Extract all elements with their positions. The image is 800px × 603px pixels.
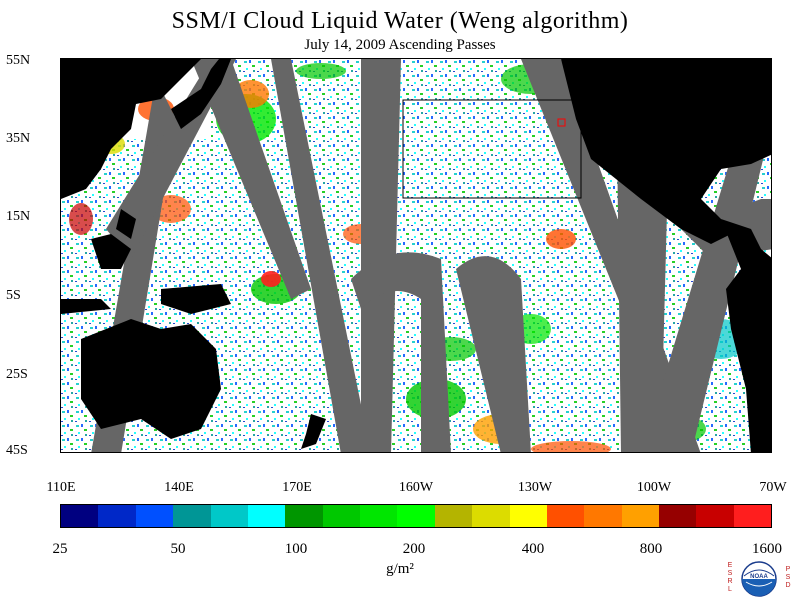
- asia-land: [61, 59, 201, 199]
- colorbar-swatch: [621, 505, 659, 527]
- colorbar-swatch: [509, 505, 547, 527]
- colorbar-swatch: [98, 505, 136, 527]
- philippines-land: [116, 209, 136, 239]
- colorbar-swatch: [322, 505, 360, 527]
- map-title: SSM/I Cloud Liquid Water (Weng algorithm…: [171, 8, 629, 34]
- australia-land: [81, 319, 221, 439]
- north-america-land: [561, 59, 771, 244]
- colorbar-label-200: 200: [402, 541, 426, 557]
- lat-label-35n: 35N: [6, 131, 31, 146]
- colorbar-swatch: [696, 505, 734, 527]
- map-svg: [61, 59, 771, 452]
- colorbar-swatch: [210, 505, 248, 527]
- colorbar-swatch: [546, 505, 585, 527]
- noaa-logo-text: NOAA: [750, 574, 768, 580]
- lon-label-100w: 100W: [636, 480, 672, 495]
- lon-label-70w: 70W: [759, 480, 787, 495]
- colorbar-swatch: [360, 505, 398, 527]
- colorbar-swatch: [285, 505, 323, 527]
- location-marker: [557, 118, 566, 127]
- colorbar-label-1600: 1600: [752, 541, 782, 557]
- colorbar: [60, 504, 772, 528]
- lon-label-160w: 160W: [398, 480, 434, 495]
- colorbar-swatch: [247, 505, 286, 527]
- colorbar-label-800: 800: [639, 541, 663, 557]
- colorbar-swatch: [173, 505, 211, 527]
- colorbar-label-50: 50: [170, 541, 186, 557]
- no-data-swaths: [91, 59, 771, 452]
- colorbar-swatch: [61, 505, 99, 527]
- colorbar-swatch: [584, 505, 622, 527]
- region-box: [402, 99, 582, 199]
- lon-label-130w: 130W: [517, 480, 553, 495]
- map-subtitle: July 14, 2009 Ascending Passes: [304, 37, 496, 53]
- japan-land: [171, 59, 231, 129]
- lat-label-55n: 55N: [6, 53, 31, 68]
- colorbar-label-25: 25: [52, 541, 68, 557]
- new-zealand-land: [301, 414, 326, 449]
- lat-label-5s: 5S: [6, 288, 21, 303]
- borneo-land: [91, 234, 131, 269]
- south-america-land: [721, 219, 771, 452]
- lon-label-110e: 110E: [46, 480, 76, 495]
- colorbar-swatch: [397, 505, 435, 527]
- colorbar-swatch: [472, 505, 510, 527]
- lat-label-45s: 45S: [6, 443, 28, 458]
- colorbar-swatch: [135, 505, 174, 527]
- new-guinea-land: [161, 284, 231, 314]
- colorbar-swatch: [659, 505, 697, 527]
- lon-label-140e: 140E: [164, 480, 194, 495]
- colorbar-label-100: 100: [284, 541, 308, 557]
- lat-label-25s: 25S: [6, 367, 28, 382]
- lon-label-170e: 170E: [282, 480, 312, 495]
- map-panel: [60, 58, 772, 453]
- colorbar-swatch: [733, 505, 772, 527]
- colorbar-swatch: [434, 505, 473, 527]
- noaa-emblem: NOAA: [741, 561, 777, 597]
- land-masses: [61, 59, 771, 452]
- colorbar-label-400: 400: [521, 541, 545, 557]
- colorbar-units: g/m²: [386, 561, 414, 577]
- java-land: [61, 299, 111, 314]
- lat-label-15n: 15N: [6, 209, 31, 224]
